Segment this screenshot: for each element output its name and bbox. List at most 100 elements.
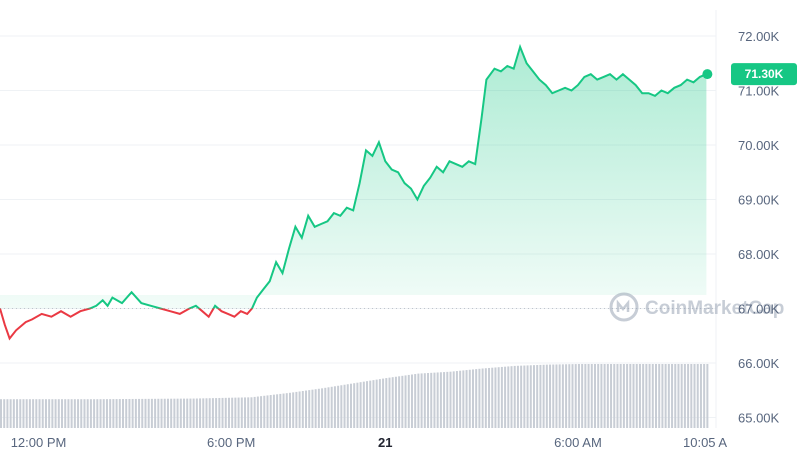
volume-bar: [696, 364, 699, 428]
volume-bar: [57, 399, 60, 428]
volume-bar: [308, 390, 311, 428]
volume-bar: [420, 373, 423, 428]
volume-bar: [340, 385, 343, 428]
volume-bar: [16, 399, 19, 428]
volume-bar: [401, 375, 404, 428]
volume-bar: [449, 371, 452, 428]
volume-bar: [253, 396, 256, 428]
volume-bar: [504, 366, 507, 428]
volume-bar: [349, 383, 352, 428]
volume-bar: [86, 399, 89, 428]
volume-bar: [536, 365, 539, 428]
volume-bar: [19, 399, 22, 428]
volume-bar: [41, 399, 44, 428]
current-price-badge-bg: [731, 63, 797, 86]
volume-bar: [661, 364, 664, 428]
volume-bar: [561, 364, 564, 428]
volume-bar: [619, 364, 622, 428]
volume-bar: [481, 368, 484, 428]
volume-bar: [468, 369, 471, 428]
volume-bar: [282, 393, 285, 428]
volume-bar: [343, 384, 346, 428]
volume-bar: [99, 399, 102, 428]
volume-bar: [565, 364, 568, 428]
volume-bar: [115, 399, 118, 428]
volume-bar: [221, 397, 224, 428]
volume-bar: [584, 364, 587, 428]
volume-bar: [648, 364, 651, 428]
volume-bar: [298, 391, 301, 428]
volume-bar: [382, 378, 385, 428]
volume-bar: [667, 364, 670, 428]
volume-bar: [176, 398, 179, 428]
volume-bar: [593, 364, 596, 428]
volume-bar: [478, 368, 481, 428]
volume-bar: [80, 399, 83, 428]
volume-bar: [484, 368, 487, 428]
volume-bar: [497, 367, 500, 428]
volume-bar: [144, 398, 147, 428]
volume-bar: [285, 393, 288, 428]
volume-bar: [61, 399, 64, 428]
volume-bar: [35, 399, 38, 428]
volume-bar: [150, 398, 153, 428]
volume-bar: [581, 364, 584, 428]
volume-bar: [93, 399, 96, 428]
volume-bar: [131, 398, 134, 428]
volume-bar: [292, 392, 295, 428]
volume-bar: [166, 398, 169, 428]
volume-bar: [507, 366, 510, 428]
current-price-dot[interactable]: [702, 69, 713, 80]
volume-bar: [244, 397, 247, 428]
y-axis: 72.00K 71.00K 70.00K 69.00K 68.00K 67.00K 66.0…: [738, 29, 780, 426]
volume-bar: [680, 364, 683, 428]
volume-bar: [102, 399, 105, 428]
volume-bar: [471, 369, 474, 428]
volume-bar: [337, 385, 340, 428]
volume-bar: [500, 366, 503, 428]
volume-bar: [459, 370, 462, 428]
volume-bar: [170, 398, 173, 428]
volume-bar: [73, 399, 76, 428]
volume-bar: [388, 377, 391, 428]
volume-bar: [491, 367, 494, 428]
volume-bar: [433, 372, 436, 428]
volume-bar: [51, 399, 54, 428]
volume-bar: [333, 386, 336, 428]
volume-bar: [157, 398, 160, 428]
volume-bar: [391, 377, 394, 428]
volume-bar: [417, 373, 420, 428]
volume-bar: [173, 398, 176, 428]
volume-bar: [138, 398, 141, 428]
y-tick-label: 70.00K: [738, 138, 780, 153]
volume-bar: [513, 365, 516, 428]
volume-bar: [571, 364, 574, 428]
volume-bar: [288, 392, 291, 428]
volume-bar: [658, 364, 661, 428]
volume-bar: [247, 397, 250, 428]
volume-bar: [462, 370, 465, 428]
volume-bar: [597, 364, 600, 428]
volume-bar: [529, 365, 532, 428]
price-line-above-baseline: [0, 43, 707, 309]
volume-bar: [516, 365, 519, 428]
volume-bar: [671, 364, 674, 428]
volume-bar: [488, 367, 491, 428]
volume-bar: [693, 364, 696, 428]
volume-bar: [632, 364, 635, 428]
volume-bar: [523, 365, 526, 428]
volume-bar: [179, 398, 182, 428]
volume-bar: [234, 397, 237, 428]
volume-bar: [227, 397, 230, 428]
volume-bar: [134, 398, 137, 428]
volume-bar: [626, 364, 629, 428]
volume-bar: [314, 389, 317, 428]
volume-bar: [28, 399, 31, 428]
x-axis: 12:00 PM 6:00 PM 21 6:00 AM 10:05 A: [11, 435, 728, 450]
volume-bar: [199, 398, 202, 428]
volume-bar: [622, 364, 625, 428]
volume-bar: [372, 380, 375, 428]
volume-bar: [346, 384, 349, 428]
volume-bar: [211, 398, 214, 428]
volume-bar: [587, 364, 590, 428]
